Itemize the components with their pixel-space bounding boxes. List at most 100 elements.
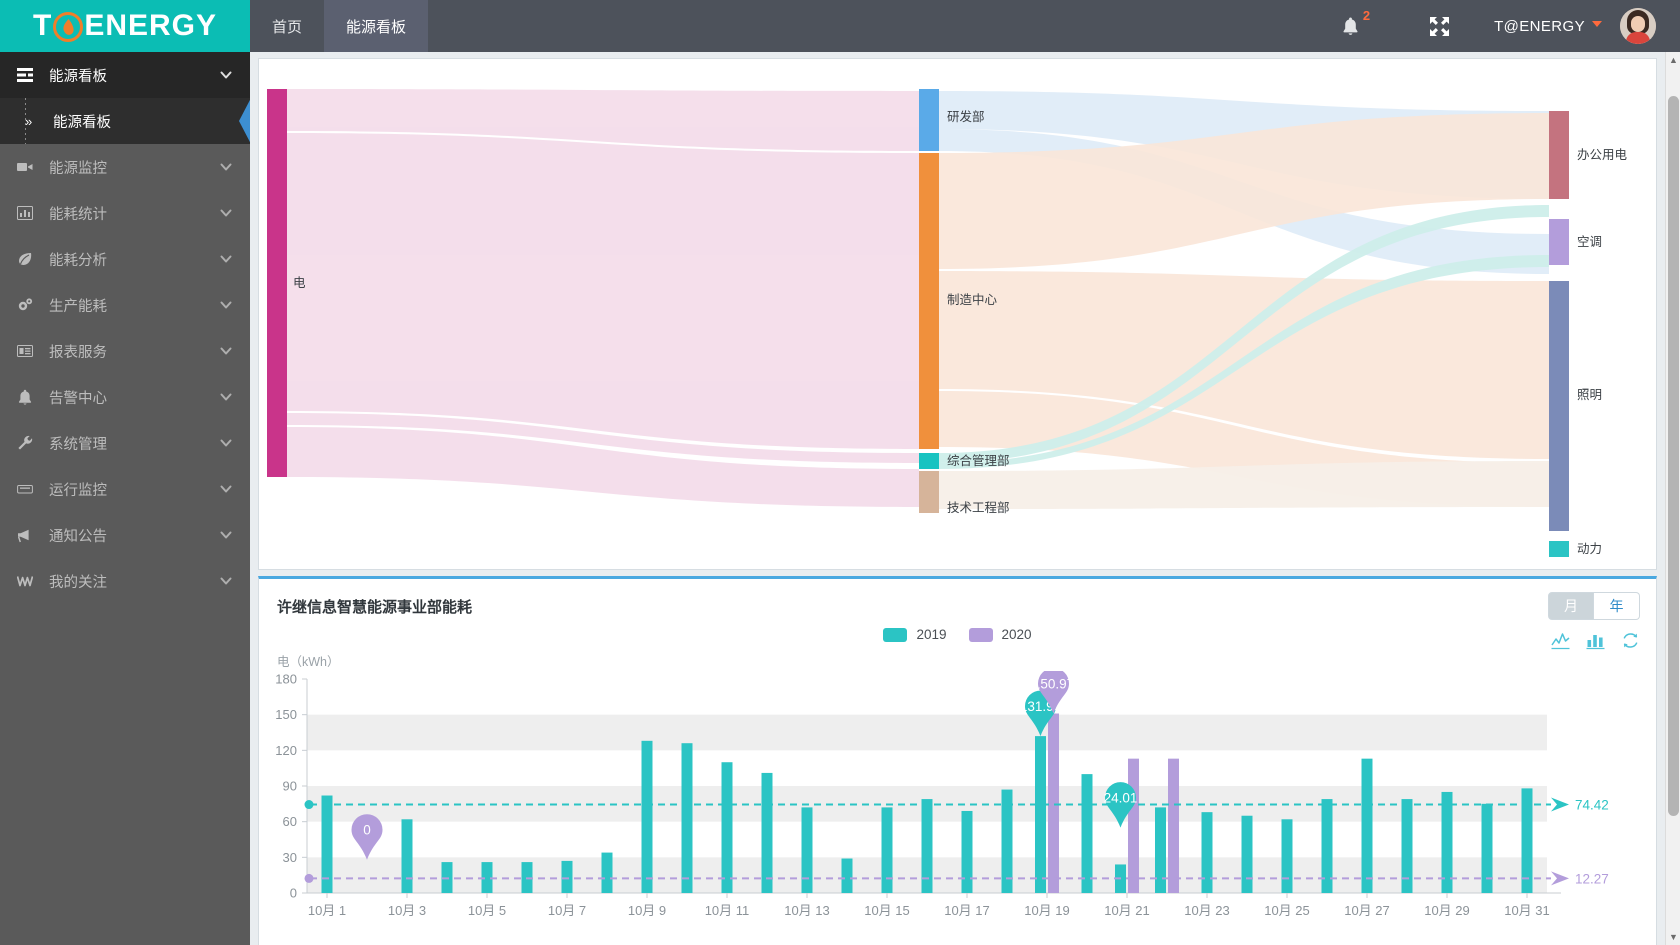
sidebar-item-energy-statistics[interactable]: 能耗统计 xyxy=(0,190,250,236)
bar-2019[interactable] xyxy=(1481,803,1493,893)
bar-2019[interactable] xyxy=(1035,736,1046,893)
sankey-node-label: 技术工程部 xyxy=(947,500,1010,515)
sankey-node-label: 综合管理部 xyxy=(947,453,1010,468)
bar-2019[interactable] xyxy=(401,819,413,893)
avatar[interactable] xyxy=(1620,8,1656,44)
user-menu[interactable]: T@ENERGY xyxy=(1494,18,1602,35)
fullscreen-icon[interactable] xyxy=(1429,16,1450,37)
sankey-node-manufacturing[interactable] xyxy=(919,153,939,449)
sankey-node-hvac[interactable] xyxy=(1549,219,1569,265)
sidebar-submenu: » 能源看板 xyxy=(0,98,250,144)
sidebar-header-label: 能源看板 xyxy=(49,68,107,85)
bar-2019[interactable] xyxy=(881,807,893,893)
sankey-node-lighting[interactable] xyxy=(1549,281,1569,531)
sidebar-item-alarm-center[interactable]: 告警中心 xyxy=(0,374,250,420)
legend-item-2019[interactable]: 2019 xyxy=(883,627,947,642)
line-chart-icon[interactable] xyxy=(1551,631,1570,650)
sankey-node-office-power[interactable] xyxy=(1549,111,1569,199)
bar-2019[interactable] xyxy=(681,743,693,893)
top-header: T ENERGY 首页 能源看板 2 xyxy=(0,0,1680,52)
bar-2019[interactable] xyxy=(321,795,333,893)
double-chevron-right-icon: » xyxy=(25,113,33,129)
value-pin-label: 24.01 xyxy=(1104,791,1138,806)
notification-area[interactable]: 2 xyxy=(1342,8,1370,36)
main-scrollbar[interactable]: ▲ ▼ xyxy=(1665,52,1680,945)
bar-2019[interactable] xyxy=(1081,774,1093,893)
sankey-node-rd[interactable] xyxy=(919,89,939,151)
tab-energy-dashboard[interactable]: 能源看板 xyxy=(324,0,429,52)
sankey-node-admin[interactable] xyxy=(919,453,939,469)
bar-2019[interactable] xyxy=(761,772,773,893)
bar-2019[interactable] xyxy=(1521,788,1533,893)
bar-2020[interactable] xyxy=(1168,758,1179,893)
wrench-icon xyxy=(17,435,41,451)
bar-2019[interactable] xyxy=(1201,812,1213,893)
x-axis-tick: 10月 7 xyxy=(548,903,586,918)
sankey-links-stage2 xyxy=(939,91,1549,509)
header-tabs: 首页 能源看板 xyxy=(250,0,429,52)
x-axis-tick: 10月 13 xyxy=(784,903,830,918)
bar-2019[interactable] xyxy=(841,858,853,893)
header-right-area: 2 T@ENERGY xyxy=(1342,0,1680,52)
sidebar: 能源看板 » 能源看板 能源监控 xyxy=(0,52,250,945)
bar-2019[interactable] xyxy=(1155,807,1166,893)
x-axis-tick: 10月 11 xyxy=(705,903,750,918)
bar-2019[interactable] xyxy=(961,810,973,893)
value-pin-marker[interactable]: 24.01 xyxy=(1104,782,1138,828)
bar-2019[interactable] xyxy=(641,740,653,893)
bar-2019[interactable] xyxy=(1361,758,1373,893)
sankey-node-tech-eng[interactable] xyxy=(919,471,939,513)
bar-2019[interactable] xyxy=(1001,789,1013,893)
sankey-node-motive-power[interactable] xyxy=(1549,541,1569,557)
x-axis-tick: 10月 17 xyxy=(944,903,990,918)
sidebar-item-label: 通知公告 xyxy=(49,528,107,545)
sankey-node-label: 动力 xyxy=(1577,542,1602,556)
sidebar-header-energy-dashboard[interactable]: 能源看板 xyxy=(0,52,250,98)
bar-2019[interactable] xyxy=(1441,791,1453,893)
sankey-node-label: 电 xyxy=(293,276,306,290)
value-pin-label: 0 xyxy=(363,823,371,838)
bar-2019[interactable] xyxy=(801,807,813,893)
sidebar-item-system-management[interactable]: 系统管理 xyxy=(0,420,250,466)
sidebar-item-energy-dashboard[interactable]: » 能源看板 xyxy=(0,98,250,144)
bar-2019[interactable] xyxy=(1321,799,1333,893)
bar-2019[interactable] xyxy=(721,762,733,893)
app-logo[interactable]: T ENERGY xyxy=(0,0,250,52)
bar-2020[interactable] xyxy=(1048,713,1059,893)
bar-chart-icon[interactable] xyxy=(1586,631,1605,650)
logo-text-after: ENERGY xyxy=(84,9,218,42)
sankey-node-electricity[interactable] xyxy=(267,89,287,477)
bell-icon[interactable] xyxy=(1342,17,1359,36)
bar-2019[interactable] xyxy=(601,852,613,893)
bar-2019[interactable] xyxy=(1401,799,1413,893)
period-button-year[interactable]: 年 xyxy=(1594,592,1640,620)
bar-2020[interactable] xyxy=(1128,758,1139,893)
bar-2019[interactable] xyxy=(561,860,573,893)
bar-2019[interactable] xyxy=(481,862,493,893)
sidebar-item-my-focus[interactable]: 我的关注 xyxy=(0,558,250,604)
value-pin-marker[interactable]: 0 xyxy=(351,814,383,860)
average-value-label: 12.27 xyxy=(1575,871,1609,886)
legend-item-2020[interactable]: 2020 xyxy=(968,627,1032,642)
period-button-month[interactable]: 月 xyxy=(1548,592,1594,620)
sidebar-item-label: 能源监控 xyxy=(49,160,107,177)
sidebar-item-notice-announcement[interactable]: 通知公告 xyxy=(0,512,250,558)
scroll-down-arrow[interactable]: ▼ xyxy=(1669,932,1678,942)
sidebar-item-energy-analysis[interactable]: 能耗分析 xyxy=(0,236,250,282)
sidebar-item-energy-monitoring[interactable]: 能源监控 xyxy=(0,144,250,190)
value-pin-marker[interactable]: 150.97 xyxy=(1033,671,1074,714)
scrollbar-thumb[interactable] xyxy=(1668,96,1679,816)
tab-home[interactable]: 首页 xyxy=(272,18,303,36)
sidebar-item-production-energy[interactable]: 生产能耗 xyxy=(0,282,250,328)
bar-2019[interactable] xyxy=(1241,815,1253,893)
sidebar-item-operation-monitoring[interactable]: 运行监控 xyxy=(0,466,250,512)
value-pin-label: 150.97 xyxy=(1033,677,1074,692)
x-axis-tick: 10月 5 xyxy=(468,903,506,918)
bar-2019[interactable] xyxy=(1281,819,1293,893)
scroll-up-arrow[interactable]: ▲ xyxy=(1669,55,1678,65)
main-content: 电 研发部 制造中心 综合管理部 技术工程部 办公用电 空调 照明 动力 xyxy=(250,52,1680,945)
sidebar-item-report-service[interactable]: 报表服务 xyxy=(0,328,250,374)
chevron-down-icon xyxy=(220,529,232,541)
refresh-icon[interactable] xyxy=(1621,631,1640,650)
bar-2019[interactable] xyxy=(921,799,933,893)
